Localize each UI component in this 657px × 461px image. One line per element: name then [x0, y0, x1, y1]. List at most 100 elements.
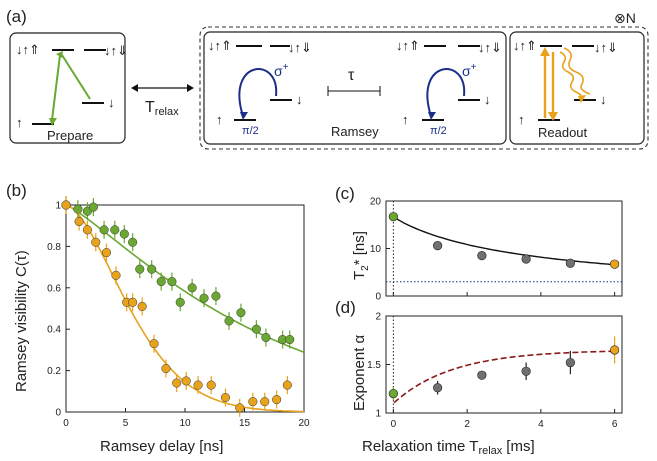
data-point — [147, 264, 157, 274]
sigma-plus-label: σ+ — [462, 62, 477, 79]
data-point — [282, 380, 292, 390]
d-y-ticks: 11.52 — [367, 312, 390, 420]
level-label: ↓↑⇓ — [288, 40, 312, 55]
readout-label: Readout — [538, 125, 588, 140]
data-point — [181, 376, 191, 386]
ramsey-box: ↓↑⇑ ↓↑⇓ ↑ ↓ σ+ π/2 τ Ramsey ↓↑⇑ ↓↑⇓ ↑ ↓ … — [203, 31, 507, 145]
b-y-axis-label: Ramsey visibility C(τ) — [13, 250, 30, 392]
data-point — [91, 237, 101, 247]
d-x-tick-label: 4 — [538, 419, 544, 430]
data-point — [149, 339, 159, 349]
plot-c: 0 10 20 T2* [ns] — [351, 197, 623, 303]
panel-label-b: (b) — [6, 181, 27, 200]
data-point — [260, 397, 270, 407]
d-x-ticks: 0 2 4 6 — [391, 409, 618, 430]
b-y-tick-label: 0.2 — [47, 366, 61, 377]
level-label: ↓ — [484, 92, 491, 107]
ramsey-label: Ramsey — [331, 124, 379, 139]
level-label: ↓ — [296, 92, 303, 107]
c-y-ticks: 0 10 20 — [370, 197, 390, 303]
data-point — [565, 258, 575, 268]
data-point — [272, 395, 282, 405]
panel-label-a: (a) — [6, 7, 27, 26]
prepare-box: ↓↑⇑ ↓↑⇓ ↑ ↓ Prepare — [9, 32, 128, 144]
b-x-tick-label: 15 — [239, 418, 251, 429]
data-point — [610, 345, 620, 355]
data-point — [175, 297, 185, 307]
level-label: ↓↑⇑ — [513, 38, 537, 53]
plot-b: 0 0.2 0.4 0.6 0.8 1 0 5 10 15 20 Ramsey delay [ns… — [13, 196, 310, 455]
data-point — [433, 241, 443, 251]
pi-half-label: π/2 — [242, 125, 259, 137]
c-y-tick-label: 20 — [370, 197, 382, 208]
level-label: ↓ — [600, 92, 607, 107]
data-point — [61, 200, 71, 210]
d-x-tick-label: 6 — [612, 419, 618, 430]
data-point — [119, 229, 129, 239]
data-point — [167, 277, 177, 287]
data-point — [88, 202, 98, 212]
readout-box: ↓↑⇑ ↓↑⇓ ↑ ↓ Readout — [509, 31, 645, 145]
level-label: ↑ — [216, 112, 223, 127]
d-data-points — [388, 336, 620, 401]
level-label: ↑ — [518, 112, 525, 127]
b-x-tick-label: 10 — [179, 418, 191, 429]
c-x-ticks — [392, 292, 616, 296]
t-relax-arrow: Trelax — [131, 84, 194, 118]
data-point — [388, 212, 398, 222]
data-point — [224, 316, 234, 326]
level-label: ↓↑⇑ — [208, 38, 232, 53]
data-point — [261, 332, 271, 343]
data-point — [206, 380, 216, 390]
panel-label-d: (d) — [335, 298, 356, 317]
b-x-ticks: 0 5 10 15 20 — [63, 408, 310, 429]
level-label: ↓ — [108, 95, 115, 110]
c-y-tick-label: 10 — [370, 244, 382, 255]
data-point — [73, 204, 83, 214]
level-label: ↓↑⇓ — [478, 40, 502, 55]
data-point — [220, 392, 231, 403]
c-y-tick-label: 0 — [375, 292, 381, 303]
c-y-axis-label: T2* [ns] — [351, 231, 371, 280]
data-point — [236, 308, 246, 318]
data-point — [128, 237, 138, 247]
data-point — [172, 378, 182, 388]
c-data-points — [388, 212, 620, 269]
data-point — [521, 254, 531, 264]
data-point — [285, 335, 295, 345]
b-y-ticks: 0 0.2 0.4 0.6 0.8 1 — [47, 201, 70, 419]
data-point — [111, 270, 121, 280]
data-point — [156, 277, 166, 287]
d-fit-curve — [393, 350, 615, 404]
ensemble-dashed-box — [199, 26, 649, 150]
data-point — [101, 248, 112, 258]
data-point — [610, 259, 620, 269]
b-y-tick-label: 0.6 — [47, 283, 61, 294]
b-x-tick-label: 0 — [63, 418, 69, 429]
data-point — [137, 301, 147, 311]
prepare-label: Prepare — [47, 128, 93, 143]
b-x-axis-label: Ramsey delay [ns] — [100, 438, 223, 455]
data-point — [477, 251, 487, 261]
data-point — [74, 217, 84, 227]
data-point — [565, 357, 575, 368]
panel-label-c: (c) — [335, 184, 355, 203]
b-y-tick-label: 0 — [55, 408, 61, 419]
t-relax-label: Trelax — [145, 99, 179, 118]
data-point — [199, 293, 209, 303]
level-label: ↓↑⇓ — [594, 40, 618, 55]
data-point — [135, 264, 145, 274]
data-point — [99, 225, 109, 235]
b-data-points — [61, 196, 295, 417]
data-point — [477, 370, 487, 380]
d-y-axis-label: Exponent α — [351, 334, 368, 411]
b-x-tick-label: 20 — [298, 418, 310, 429]
tau-label: τ — [348, 67, 355, 84]
d-x-tick-label: 2 — [464, 419, 470, 430]
d-y-tick-label: 1 — [375, 409, 381, 420]
pi-half-label: π/2 — [430, 125, 447, 137]
d-y-tick-label: 2 — [375, 312, 381, 323]
b-y-tick-label: 0.4 — [47, 325, 61, 336]
c-fit-curve — [393, 216, 615, 266]
